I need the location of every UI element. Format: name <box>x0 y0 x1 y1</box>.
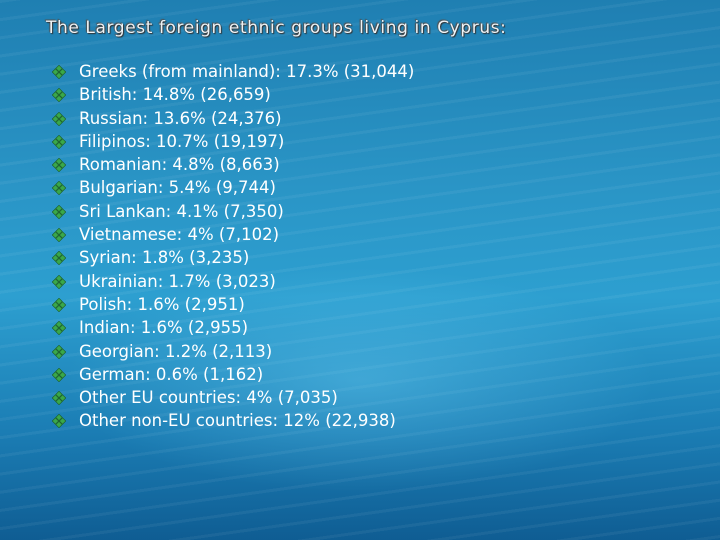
bullet <box>52 321 66 336</box>
list-item: Georgian: 1.2% (2,113) <box>50 340 414 363</box>
bullet <box>52 134 66 149</box>
bullet <box>52 251 66 266</box>
list-item: Sri Lankan: 4.1% (7,350) <box>50 200 414 223</box>
list-item: German: 0.6% (1,162) <box>50 363 414 386</box>
slide-title: The Largest foreign ethnic groups living… <box>46 18 507 38</box>
item-text: Sri Lankan: 4.1% (7,350) <box>79 201 284 221</box>
bullet-list: Greeks (from mainland): 17.3% (31,044) Br… <box>50 60 414 433</box>
list-item: Indian: 1.6% (2,955) <box>50 316 414 339</box>
item-text: Polish: 1.6% (2,951) <box>79 294 245 314</box>
bullet <box>52 158 66 173</box>
item-text: Romanian: 4.8% (8,663) <box>79 155 280 175</box>
bullet <box>52 274 66 289</box>
list-item: Syrian: 1.8% (3,235) <box>50 246 414 269</box>
item-text: Russian: 13.6% (24,376) <box>79 108 282 128</box>
list-item: Other non-EU countries: 12% (22,938) <box>50 409 414 432</box>
list-item: Polish: 1.6% (2,951) <box>50 293 414 316</box>
bullet <box>52 204 66 219</box>
list-item: Filipinos: 10.7% (19,197) <box>50 130 414 153</box>
list-item: Other EU countries: 4% (7,035) <box>50 386 414 409</box>
bullet <box>52 414 66 429</box>
list-item: Romanian: 4.8% (8,663) <box>50 153 414 176</box>
bullet <box>52 111 66 126</box>
bullet <box>52 344 66 359</box>
list-item: Bulgarian: 5.4% (9,744) <box>50 176 414 199</box>
list-item: Greeks (from mainland): 17.3% (31,044) <box>50 60 414 83</box>
item-text: Other non-EU countries: 12% (22,938) <box>79 411 396 431</box>
item-text: Other EU countries: 4% (7,035) <box>79 388 338 408</box>
item-text: Greeks (from mainland): 17.3% (31,044) <box>79 62 415 81</box>
bullet <box>52 228 66 243</box>
bullet <box>52 391 66 406</box>
list-item: Vietnamese: 4% (7,102) <box>50 223 414 246</box>
item-text: Filipinos: 10.7% (19,197) <box>79 131 285 151</box>
bullet <box>52 65 66 79</box>
list-item: Russian: 13.6% (24,376) <box>50 107 414 130</box>
item-text: Syrian: 1.8% (3,235) <box>79 248 250 268</box>
item-text: Bulgarian: 5.4% (9,744) <box>79 178 276 198</box>
item-text: Vietnamese: 4% (7,102) <box>79 225 280 245</box>
bullet <box>52 297 66 312</box>
list-item: Ukrainian: 1.7% (3,023) <box>50 270 414 293</box>
bullet <box>52 88 66 103</box>
item-text: Georgian: 1.2% (2,113) <box>79 341 273 361</box>
bullet <box>52 181 66 196</box>
bullet <box>52 367 66 382</box>
item-text: Indian: 1.6% (2,955) <box>79 318 249 338</box>
item-text: British: 14.8% (26,659) <box>79 85 271 105</box>
list-item: British: 14.8% (26,659) <box>50 83 414 106</box>
item-text: Ukrainian: 1.7% (3,023) <box>79 271 276 291</box>
item-text: German: 0.6% (1,162) <box>79 364 264 384</box>
